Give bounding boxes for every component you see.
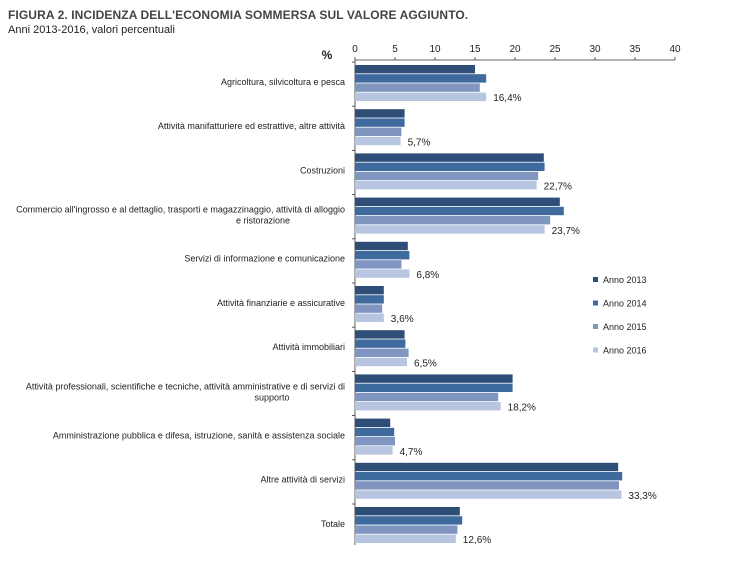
bar-10-anno-2015: [355, 481, 619, 490]
data-label-1: 16,4%: [493, 93, 521, 104]
chart-subtitle: Anni 2013-2016, valori percentuali: [8, 24, 175, 36]
category-label-1: Agricoltura, silvicoltura e pesca: [221, 77, 345, 87]
bar-5-anno-2015: [355, 260, 402, 269]
category-label-8: Attività professionali, scientifiche e t…: [26, 381, 345, 391]
data-label-2: 5,7%: [408, 137, 431, 148]
bar-3-anno-2014: [355, 162, 545, 171]
bar-9-anno-2013: [355, 418, 391, 427]
bar-9-anno-2014: [355, 427, 395, 437]
bar-10-anno-2016: [355, 490, 622, 499]
category-label-3: Costruzioni: [300, 165, 345, 175]
bar-5-anno-2013: [355, 241, 408, 251]
legend-label-2: Anno 2014: [603, 299, 647, 309]
data-label-7: 6,5%: [414, 358, 437, 369]
x-tick-label-5: 5: [392, 44, 398, 55]
data-label-4: 23,7%: [552, 226, 580, 237]
bar-4-anno-2013: [355, 197, 560, 206]
legend-label-4: Anno 2016: [603, 346, 647, 356]
bar-2-anno-2015: [355, 127, 402, 136]
category-label-10: Altre attività di servizi: [260, 475, 345, 485]
bar-8-anno-2014: [355, 383, 513, 392]
data-label-3: 22,7%: [544, 182, 572, 193]
bar-1-anno-2014: [355, 74, 487, 83]
legend-swatch-3: [593, 324, 598, 329]
bar-8-anno-2015: [355, 392, 499, 402]
bar-6-anno-2016: [355, 313, 384, 322]
chart-title: FIGURA 2. INCIDENZA DELL'ECONOMIA SOMMER…: [8, 8, 469, 22]
legend-label-1: Anno 2013: [603, 275, 647, 285]
category-label-2: Attività manifatturiere ed estrattive, a…: [158, 121, 345, 131]
bar-11-anno-2013: [355, 507, 460, 516]
bar-6-anno-2015: [355, 304, 383, 313]
bar-8-anno-2016: [355, 402, 501, 411]
data-label-8: 18,2%: [508, 403, 536, 414]
data-label-11: 12,6%: [463, 535, 491, 546]
category-label-8-line2: supporto: [254, 392, 289, 402]
bar-8-anno-2013: [355, 374, 513, 383]
legend-label-3: Anno 2015: [603, 322, 647, 332]
category-label-7: Attività immobiliari: [272, 342, 345, 352]
x-tick-label-40: 40: [669, 44, 681, 55]
bar-3-anno-2016: [355, 181, 537, 190]
x-tick-label-10: 10: [429, 44, 441, 55]
bar-1-anno-2015: [355, 83, 480, 92]
category-label-9: Amministrazione pubblica e difesa, istru…: [53, 431, 345, 441]
x-tick-label-35: 35: [629, 44, 641, 55]
bar-1-anno-2016: [355, 92, 487, 101]
bar-7-anno-2016: [355, 357, 407, 367]
bar-2-anno-2014: [355, 118, 405, 127]
bar-7-anno-2014: [355, 339, 406, 348]
bar-5-anno-2014: [355, 251, 410, 260]
bar-6-anno-2013: [355, 286, 384, 295]
x-tick-label-15: 15: [469, 44, 481, 55]
data-label-5: 6,8%: [416, 270, 439, 281]
bar-2-anno-2016: [355, 136, 401, 146]
unit-label: %: [322, 48, 333, 62]
x-tick-label-0: 0: [352, 44, 358, 55]
bar-7-anno-2015: [355, 348, 409, 357]
category-label-4: Commercio all'ingrosso e al dettaglio, t…: [16, 205, 345, 215]
data-label-9: 4,7%: [400, 447, 423, 458]
bar-3-anno-2013: [355, 153, 544, 162]
bar-4-anno-2016: [355, 225, 545, 234]
legend-swatch-1: [593, 277, 598, 282]
bar-6-anno-2014: [355, 295, 384, 304]
category-label-5: Servizi di informazione e comunicazione: [184, 254, 345, 264]
legend-swatch-2: [593, 300, 598, 306]
bar-5-anno-2016: [355, 269, 410, 278]
bar-11-anno-2015: [355, 525, 458, 534]
bar-11-anno-2016: [355, 534, 456, 543]
bar-1-anno-2013: [355, 65, 475, 74]
bar-4-anno-2014: [355, 206, 564, 216]
bar-11-anno-2014: [355, 516, 463, 525]
bar-7-anno-2013: [355, 330, 405, 339]
bar-3-anno-2015: [355, 171, 539, 181]
category-label-11: Totale: [321, 519, 345, 529]
category-label-4-line2: e ristorazione: [236, 216, 290, 226]
bar-9-anno-2016: [355, 446, 393, 455]
x-tick-label-30: 30: [589, 44, 601, 55]
bar-9-anno-2015: [355, 437, 395, 446]
data-label-6: 3,6%: [391, 314, 414, 325]
bar-2-anno-2013: [355, 109, 405, 118]
bar-10-anno-2013: [355, 462, 619, 472]
x-tick-label-25: 25: [549, 44, 561, 55]
x-tick-label-20: 20: [509, 44, 521, 55]
data-label-10: 33,3%: [628, 491, 656, 502]
bar-10-anno-2014: [355, 472, 623, 481]
bar-4-anno-2015: [355, 216, 551, 225]
category-label-6: Attività finanziarie e assicurative: [217, 298, 345, 308]
legend-swatch-4: [593, 347, 598, 353]
